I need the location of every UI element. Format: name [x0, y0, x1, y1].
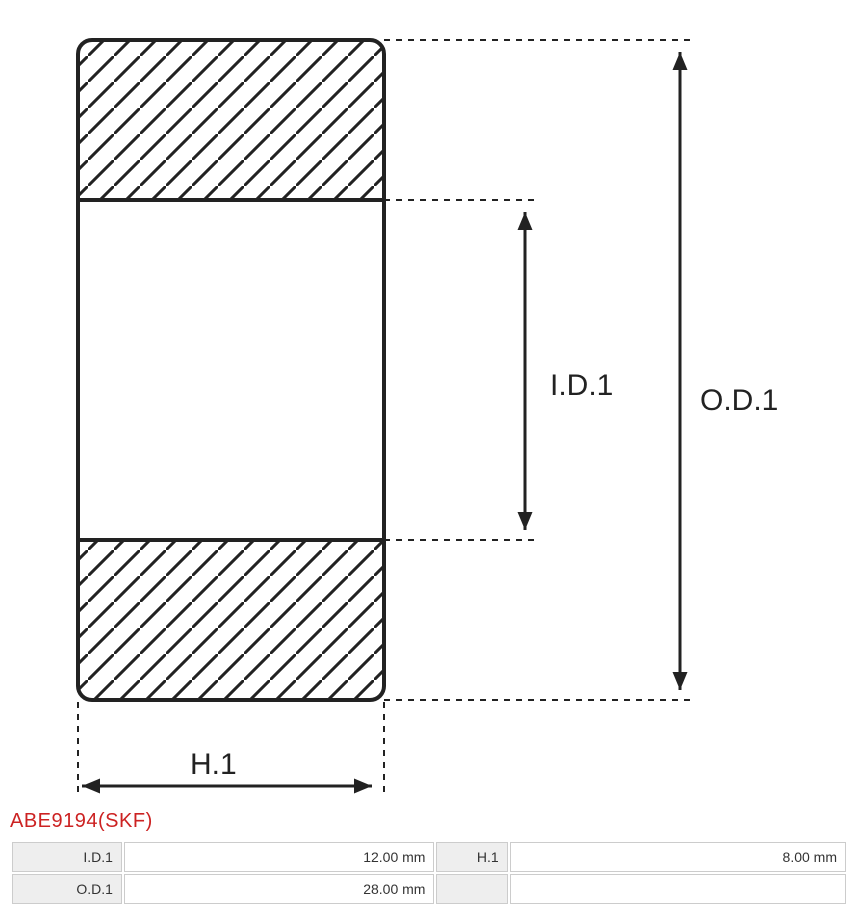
table-row: O.D.1 28.00 mm [12, 874, 846, 904]
spec-value: 12.00 mm [124, 842, 435, 872]
spec-label: H.1 [436, 842, 507, 872]
svg-text:H.1: H.1 [190, 748, 237, 781]
part-number: ABE9194(SKF) [10, 810, 153, 833]
spec-label: O.D.1 [12, 874, 122, 904]
spec-label [436, 874, 507, 904]
spec-table: I.D.1 12.00 mm H.1 8.00 mm O.D.1 28.00 m… [10, 840, 848, 906]
table-row: I.D.1 12.00 mm H.1 8.00 mm [12, 842, 846, 872]
svg-text:O.D.1: O.D.1 [700, 384, 778, 417]
bearing-diagram: I.D.1 O.D.1 H.1 [10, 30, 838, 805]
spec-label: I.D.1 [12, 842, 122, 872]
spec-value: 28.00 mm [124, 874, 435, 904]
svg-text:I.D.1: I.D.1 [550, 369, 613, 402]
spec-value: 8.00 mm [510, 842, 846, 872]
spec-value [510, 874, 846, 904]
